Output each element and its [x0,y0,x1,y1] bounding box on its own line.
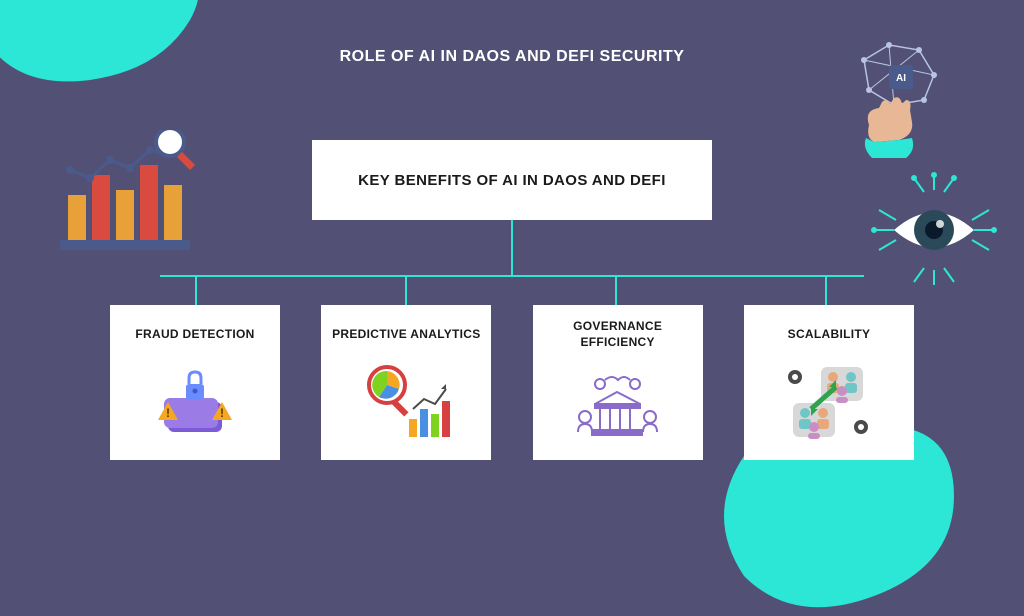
card-title: GOVERNANCE EFFICIENCY [541,319,695,351]
analytics-icon [329,351,483,452]
card-governance-efficiency: GOVERNANCE EFFICIENCY [533,305,703,460]
main-benefit-box: KEY BENEFITS OF AI IN DAOS AND DEFI [312,140,712,220]
connector-drop-4 [825,275,827,305]
card-predictive-analytics: PREDICTIVE ANALYTICS [321,305,491,460]
scalability-icon [752,351,906,452]
card-title: SCALABILITY [788,319,871,351]
card-fraud-detection: FRAUD DETECTION ! ! [110,305,280,460]
connector-vertical [511,220,513,275]
connector-drop-2 [405,275,407,305]
blob-top-left [0,0,240,140]
card-title: FRAUD DETECTION [135,319,254,351]
decor-hand-brain-icon: AI [824,30,964,170]
main-benefit-label: KEY BENEFITS OF AI IN DAOS AND DEFI [358,172,666,189]
governance-icon [541,351,695,452]
svg-text:AI: AI [896,73,906,84]
fraud-icon: ! ! [118,351,272,452]
decor-chart-icon [50,130,200,260]
connector-horizontal [160,275,864,277]
connector-drop-3 [615,275,617,305]
cards-row: FRAUD DETECTION ! ! PREDICTIVE ANALYTICS [110,305,914,460]
page-title: ROLE OF AI IN DAOS AND DEFI SECURITY [340,48,685,66]
decor-eye-circuit-icon [864,170,1004,290]
card-title: PREDICTIVE ANALYTICS [332,319,480,351]
card-scalability: SCALABILITY [744,305,914,460]
svg-text:!: ! [220,406,224,420]
svg-text:!: ! [166,406,170,420]
connector-drop-1 [195,275,197,305]
